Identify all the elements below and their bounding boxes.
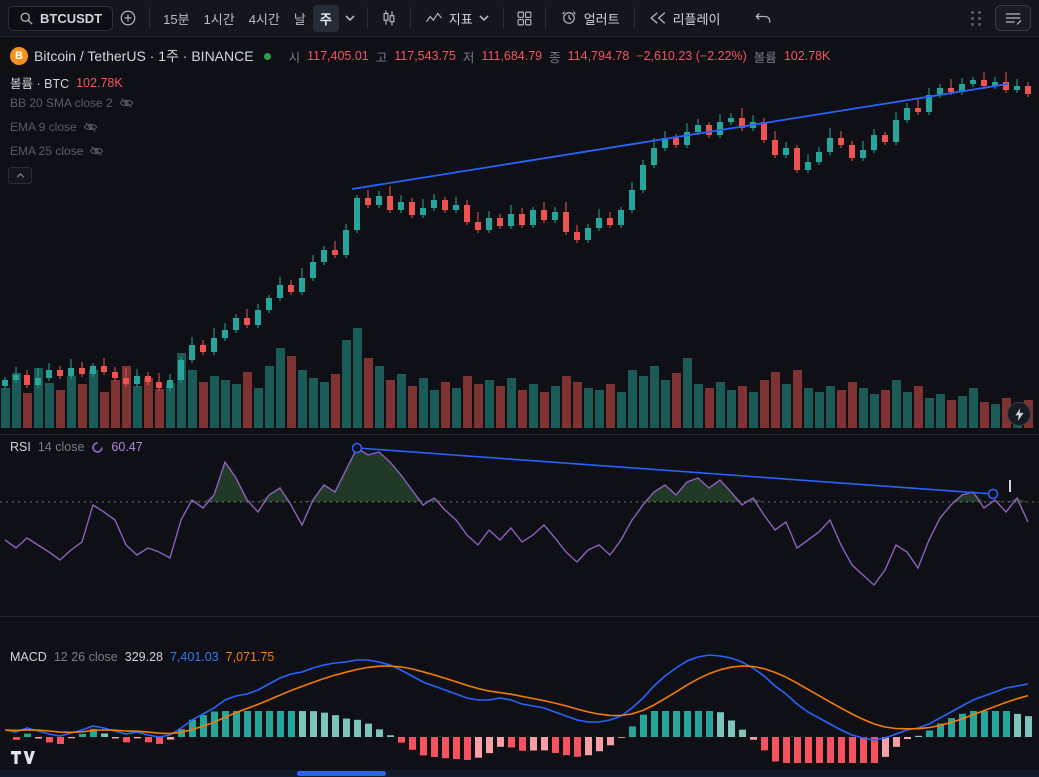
chevron-down-icon [479,15,489,21]
volume-label: 볼륨 [753,50,777,65]
eye-off-icon[interactable] [89,145,104,157]
rsi-title: RSI [10,440,31,454]
bitcoin-logo-icon: B [10,47,28,65]
indicators-label: 지표 [448,11,473,27]
indicator-row-ema9[interactable]: EMA 9 close [10,120,98,134]
macd-legend-row[interactable]: MACD 12 26 close 329.28 7,401.03 7,071.7… [10,650,274,664]
tradingview-logo-icon [11,751,35,764]
interval-1w[interactable]: 주 [312,4,339,32]
interval-menu-button[interactable] [339,11,361,25]
symbol-title[interactable]: Bitcoin / TetherUS · 1주 · BINANCE [34,48,254,64]
interval-1h[interactable]: 1시간 [203,11,235,27]
open-label: 시 [288,50,301,65]
chart-type-button[interactable] [374,5,404,31]
alert-button[interactable]: 얼러트 [552,5,628,32]
replay-label: 리플레이 [672,11,721,27]
scrollbar-thumb[interactable] [297,771,386,776]
macd-signal-value: 7,071.75 [225,650,275,664]
symbol-search-button[interactable]: BTCUSDT [8,5,114,31]
undo-button[interactable] [748,7,778,29]
search-icon [20,12,33,25]
high-label: 고 [375,50,388,65]
volume-value: 102.78K [783,49,831,63]
ohlc-values: 시 117,405.01 고 117,543.75 저 111,684.79 종… [289,47,831,66]
low-value: 111,684.79 [481,49,543,63]
price-chart-canvas[interactable] [0,37,1039,434]
rsi-params: 14 close [37,440,85,454]
chevron-down-icon [345,15,355,21]
toolbar-divider [633,7,635,29]
change-value: −2,610.23 (−2.22%) [636,49,747,63]
volume-indicator-row[interactable]: 볼륨 · BTC 102.78K [10,73,123,92]
layout-grid-button[interactable] [510,6,539,31]
drag-handle-dots-icon[interactable] [968,8,985,29]
high-value: 117,543.75 [394,49,456,63]
interval-15m[interactable]: 15분 [163,11,190,27]
symbol-legend-row: B Bitcoin / TetherUS · 1주 · BINANCE 시 11… [10,46,830,66]
low-label: 저 [462,50,475,65]
grid-layout-icon [517,11,532,25]
macd-hist-value: 329.28 [124,650,163,664]
candlestick-icon [383,10,395,26]
indicators-button[interactable]: 지표 [417,5,497,32]
chevron-up-icon [16,173,24,178]
eye-off-icon[interactable] [119,97,134,109]
interval-4h[interactable]: 4시간 [248,11,280,27]
plus-circle-icon [120,10,136,26]
top-toolbar: BTCUSDT 15분 1시간 4시간 날 주 지표 얼러 [0,0,1039,37]
replay-button[interactable]: 리플레이 [641,5,729,32]
indicator-row-ema25[interactable]: EMA 25 close [10,144,104,158]
undo-arrow-icon [755,13,771,23]
pane-separator[interactable] [0,434,1039,435]
alert-clock-icon [561,11,576,24]
volume-indicator-value: 102.78K [76,75,123,90]
close-value: 114,794.78 [567,49,630,63]
toolbar-divider [366,7,368,29]
rsi-loader-icon [92,441,104,453]
symbol-label: BTCUSDT [40,10,103,26]
macd-chart-canvas[interactable] [0,617,1039,770]
tradingview-logo[interactable] [10,750,36,765]
replay-icon [649,12,665,24]
legend-collapse-button[interactable] [8,167,32,184]
toolbar-divider [544,7,546,29]
bb-indicator-title: BB 20 SMA close 2 [10,96,113,110]
open-value: 117,405.01 [307,49,369,63]
macd-params: 12 26 close [53,650,118,664]
layout-panel-button[interactable] [995,5,1031,31]
manage-layouts-icon [1005,13,1022,25]
toolbar-divider [149,7,151,29]
interval-1d[interactable]: 날 [293,11,306,27]
indicators-icon [425,12,442,23]
ema25-indicator-title: EMA 25 close [10,144,84,158]
ema9-indicator-title: EMA 9 close [10,120,77,134]
add-symbol-button[interactable] [113,5,143,31]
close-label: 종 [549,50,561,65]
lightning-bolt-icon [1014,407,1024,421]
pane-separator[interactable] [0,616,1039,617]
market-status-dot[interactable] [263,52,271,60]
rsi-chart-canvas[interactable] [0,435,1039,616]
toolbar-right-cluster [968,5,1031,31]
indicator-row-bb[interactable]: BB 20 SMA close 2 [10,96,134,110]
alert-label: 얼러트 [583,11,620,27]
rsi-value: 60.47 [111,440,143,454]
eye-off-icon[interactable] [83,121,98,133]
horizontal-scrollbar[interactable] [0,770,1039,777]
macd-line-value: 7,401.03 [169,650,219,664]
rsi-legend-row[interactable]: RSI 14 close 60.47 [10,440,143,454]
toolbar-divider [502,7,504,29]
quick-trade-button[interactable] [1007,402,1031,426]
volume-indicator-title: 볼륨 · BTC [10,77,70,91]
macd-title: MACD [10,650,47,664]
toolbar-divider [409,7,411,29]
